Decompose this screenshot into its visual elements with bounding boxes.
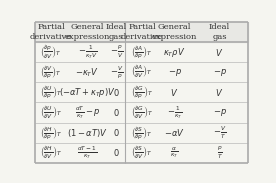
- Text: $(-\alpha T + \kappa_T p)V$: $(-\alpha T + \kappa_T p)V$: [59, 86, 116, 99]
- Text: $-\frac{V}{p}$: $-\frac{V}{p}$: [110, 64, 123, 80]
- Text: $-\kappa_T V$: $-\kappa_T V$: [75, 66, 99, 79]
- Text: $\left(\frac{\partial U}{\partial p}\right)_T$: $\left(\frac{\partial U}{\partial p}\rig…: [40, 85, 62, 100]
- Text: $-\frac{1}{\kappa_T V}$: $-\frac{1}{\kappa_T V}$: [78, 43, 97, 61]
- Text: General
expression: General expression: [152, 23, 197, 41]
- Text: $\left(\frac{\partial A}{\partial V}\right)_T$: $\left(\frac{\partial A}{\partial V}\rig…: [131, 64, 153, 81]
- Text: Partial
derivative: Partial derivative: [30, 23, 72, 41]
- Text: $-p$: $-p$: [213, 67, 227, 78]
- Text: $\left(\frac{\partial S}{\partial V}\right)_T$: $\left(\frac{\partial S}{\partial V}\rig…: [131, 145, 153, 161]
- Text: $V$: $V$: [215, 47, 224, 58]
- Text: $\left(\frac{\partial G}{\partial p}\right)_T$: $\left(\frac{\partial G}{\partial p}\rig…: [131, 85, 153, 100]
- Text: $0$: $0$: [113, 127, 120, 138]
- Text: $0$: $0$: [113, 147, 120, 158]
- Text: General
expression: General expression: [65, 23, 110, 41]
- Text: Ideal
gas: Ideal gas: [106, 23, 127, 41]
- Text: $-\frac{1}{\kappa_T}$: $-\frac{1}{\kappa_T}$: [167, 104, 182, 121]
- Text: $\left(\frac{\partial V}{\partial p}\right)_T$: $\left(\frac{\partial V}{\partial p}\rig…: [40, 64, 62, 80]
- Text: $\frac{\alpha T}{\kappa_T} - p$: $\frac{\alpha T}{\kappa_T} - p$: [75, 104, 100, 121]
- Text: $V$: $V$: [215, 87, 224, 98]
- Text: Partial
derivative: Partial derivative: [121, 23, 163, 41]
- Text: Ideal
gas: Ideal gas: [209, 23, 230, 41]
- Text: $\frac{p}{T}$: $\frac{p}{T}$: [217, 145, 222, 161]
- Text: $(1 - \alpha T)V$: $(1 - \alpha T)V$: [67, 127, 108, 139]
- Text: $0$: $0$: [113, 87, 120, 98]
- Text: $\kappa_T \rho V$: $\kappa_T \rho V$: [163, 46, 186, 59]
- Text: $V$: $V$: [171, 87, 179, 98]
- Text: $-p$: $-p$: [213, 107, 227, 118]
- Text: $\frac{\alpha}{\kappa_T}$: $\frac{\alpha}{\kappa_T}$: [171, 145, 179, 160]
- Text: $-p$: $-p$: [168, 67, 182, 78]
- Text: $\left(\frac{\partial H}{\partial p}\right)_T$: $\left(\frac{\partial H}{\partial p}\rig…: [40, 125, 62, 141]
- Text: $-\alpha V$: $-\alpha V$: [164, 127, 185, 138]
- Text: $\left(\frac{\partial p}{\partial V}\right)_T$: $\left(\frac{\partial p}{\partial V}\rig…: [40, 43, 62, 61]
- Text: $\frac{\alpha T - 1}{\kappa_T}$: $\frac{\alpha T - 1}{\kappa_T}$: [77, 145, 98, 161]
- Text: $\left(\frac{\partial A}{\partial p}\right)_T$: $\left(\frac{\partial A}{\partial p}\rig…: [131, 44, 153, 60]
- Text: $\left(\frac{\partial H}{\partial V}\right)_T$: $\left(\frac{\partial H}{\partial V}\rig…: [40, 145, 62, 161]
- Text: $0$: $0$: [113, 107, 120, 118]
- Text: $\left(\frac{\partial U}{\partial V}\right)_T$: $\left(\frac{\partial U}{\partial V}\rig…: [40, 104, 62, 121]
- Text: $-\frac{V}{T}$: $-\frac{V}{T}$: [213, 124, 226, 141]
- Text: $\left(\frac{\partial S}{\partial p}\right)_T$: $\left(\frac{\partial S}{\partial p}\rig…: [131, 125, 153, 141]
- Bar: [34, 22, 248, 42]
- Text: $-\frac{p}{V}$: $-\frac{p}{V}$: [110, 44, 123, 60]
- Text: $\left(\frac{\partial G}{\partial V}\right)_T$: $\left(\frac{\partial G}{\partial V}\rig…: [131, 104, 153, 121]
